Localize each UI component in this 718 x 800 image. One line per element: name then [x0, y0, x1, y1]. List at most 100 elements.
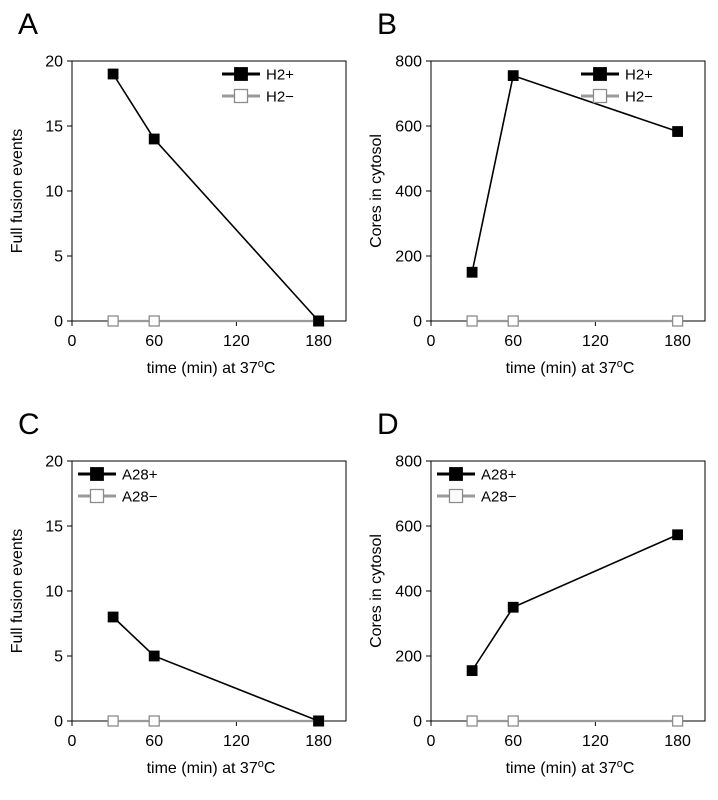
x-tick-label: 120	[582, 733, 609, 750]
data-point	[671, 315, 684, 327]
x-axis-label-sup: o	[258, 358, 264, 370]
series-2	[107, 715, 325, 727]
y-tick-label: 15	[45, 519, 63, 536]
y-tick-label: 0	[413, 714, 422, 731]
x-tick-label: 0	[68, 333, 77, 350]
y-tick-label: 400	[395, 184, 422, 201]
x-axis-label-sup: o	[617, 358, 623, 370]
series-1	[107, 611, 325, 727]
x-tick-label: 60	[145, 333, 163, 350]
legend-swatch-marker	[234, 67, 248, 81]
legend-entry-2: H2−	[222, 89, 294, 106]
data-point	[671, 715, 684, 727]
legend-entry-2: H2−	[581, 89, 653, 106]
data-point	[466, 665, 478, 677]
y-tick-label: 0	[54, 714, 63, 731]
data-point	[313, 315, 325, 327]
x-axis-label-main: time (min) at 37	[147, 760, 258, 777]
legend-swatch-marker	[593, 67, 607, 81]
legend-entry-2: A28−	[78, 489, 158, 506]
data-point	[107, 611, 119, 623]
series-2	[107, 315, 325, 327]
legend-label: H2−	[266, 89, 294, 106]
chart-svg: A 0 5 10 15 20 0 60 120 180 time (min) at 37oC Full…	[9, 8, 347, 377]
legend-label: A28+	[122, 467, 158, 484]
y-tick-label: 0	[413, 314, 422, 331]
panel-letter: C	[18, 408, 40, 441]
x-axis-label: time (min) at 37oC	[147, 758, 276, 777]
x-tick-label: 0	[427, 733, 436, 750]
chart-svg: D 0 200 400 600 800 0 60 120 180 time (min) at 37o…	[368, 408, 706, 777]
x-tick-label: 60	[504, 333, 522, 350]
x-axis-label-main: time (min) at 37	[506, 760, 617, 777]
x-tick-label: 120	[223, 733, 250, 750]
legend-label: H2+	[266, 67, 294, 84]
data-point	[672, 126, 684, 137]
x-axis-label-tail: C	[623, 360, 635, 377]
plot-area	[430, 460, 706, 722]
y-tick-label: 600	[395, 519, 422, 536]
y-tick-label: 800	[395, 454, 422, 471]
y-axis-label: Cores in cytosol	[368, 134, 385, 248]
y-tick-label: 20	[45, 54, 63, 71]
data-point	[313, 715, 325, 727]
data-point	[148, 650, 160, 662]
y-tick-label: 10	[45, 184, 63, 201]
legend-entry-2: A28−	[437, 489, 517, 506]
data-point	[507, 70, 519, 82]
x-tick-label: 180	[664, 333, 691, 350]
chart-svg: B 0 200 400 600 800 0 60 120 180 time (min) at 37o…	[368, 8, 706, 377]
x-axis-label-tail: C	[264, 760, 276, 777]
x-axis-label: time (min) at 37oC	[506, 358, 635, 377]
legend-label: H2−	[625, 89, 653, 106]
series-1	[466, 529, 684, 677]
x-axis-label-main: time (min) at 37	[506, 360, 617, 377]
y-tick-label: 200	[395, 649, 422, 666]
panel-letter: B	[377, 8, 397, 41]
data-point	[507, 315, 519, 327]
y-tick-label: 10	[45, 584, 63, 601]
legend-entry-1: A28+	[437, 467, 517, 484]
x-axis-label: time (min) at 37oC	[506, 758, 635, 777]
y-tick-label: 0	[54, 314, 63, 331]
x-tick-label: 180	[305, 333, 332, 350]
chart-panel-a: A 0 5 10 15 20 0 60 120 180 time (min) at 37oC Full…	[0, 0, 359, 400]
y-tick-label: 15	[45, 119, 63, 136]
x-axis-label-main: time (min) at 37	[147, 360, 258, 377]
series-2	[466, 715, 684, 727]
data-point	[507, 715, 519, 727]
plot-area	[71, 460, 347, 722]
legend-swatch-marker	[592, 88, 608, 104]
x-tick-label: 180	[664, 733, 691, 750]
series-line	[471, 534, 678, 672]
y-axis-label: Full fusion events	[9, 529, 26, 654]
chart-panel-c: C 0 5 10 15 20 0 60 120 180 time (min) at 37oC Full…	[0, 400, 359, 800]
data-point	[672, 529, 684, 541]
y-tick-label: 600	[395, 119, 422, 136]
y-axis-label: Cores in cytosol	[368, 534, 385, 648]
x-axis-label: time (min) at 37oC	[147, 358, 276, 377]
legend-entry-1: H2+	[581, 67, 653, 84]
data-point	[107, 68, 119, 80]
data-point	[107, 715, 119, 727]
legend-swatch-marker	[449, 467, 463, 481]
chart-panel-d: D 0 200 400 600 800 0 60 120 180 time (min) at 37o…	[359, 400, 718, 800]
x-tick-label: 120	[223, 333, 250, 350]
y-tick-label: 5	[54, 649, 63, 666]
legend-swatch-marker	[448, 488, 464, 504]
x-tick-label: 0	[68, 733, 77, 750]
data-point	[107, 315, 119, 327]
legend-swatch-marker	[90, 467, 104, 481]
data-point	[148, 133, 160, 145]
x-axis-label-tail: C	[264, 360, 276, 377]
plot-area	[430, 60, 706, 322]
data-point	[466, 715, 478, 727]
y-tick-label: 20	[45, 454, 63, 471]
y-tick-label: 400	[395, 584, 422, 601]
y-tick-label: 200	[395, 249, 422, 266]
y-axis-label: Full fusion events	[9, 129, 26, 254]
legend-label: A28−	[122, 489, 158, 506]
panel-letter: D	[377, 408, 399, 441]
data-point	[148, 315, 160, 327]
